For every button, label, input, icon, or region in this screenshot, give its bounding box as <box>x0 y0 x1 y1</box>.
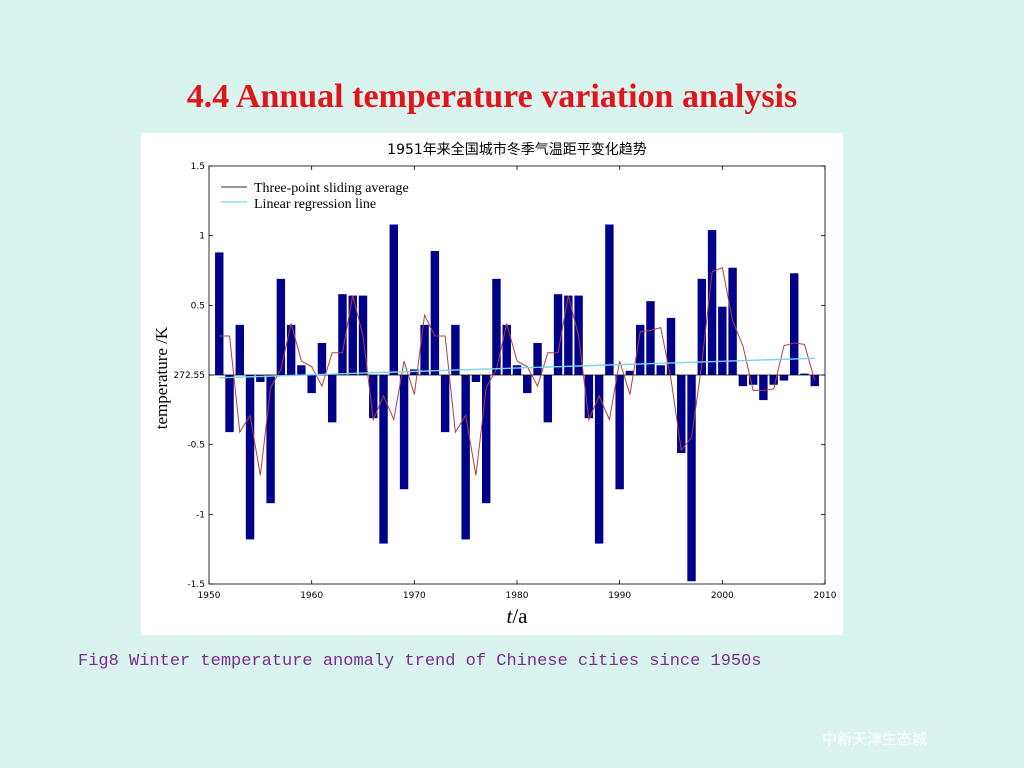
bar-1960 <box>307 375 316 394</box>
bars-layer <box>215 224 819 582</box>
bar-1982 <box>533 342 542 375</box>
x-tick-label-1970: 1970 <box>403 591 426 601</box>
bar-2005 <box>769 375 778 385</box>
x-tick-label-1960: 1960 <box>300 591 323 601</box>
bar-1999 <box>707 230 717 375</box>
figure-caption: Fig8 Winter temperature anomaly trend of… <box>78 652 762 671</box>
bar-1962 <box>327 375 337 423</box>
slide-title: 4.4 Annual temperature variation analysi… <box>186 78 798 115</box>
y-tick-label-272.55: 272.55 <box>174 371 206 381</box>
bar-1951 <box>215 252 224 375</box>
temperature-anomaly-chart: 1950 1960 1970 1980 1990 2000 2010 1.5 1 0.5 272.5… <box>152 141 837 628</box>
bar-1985 <box>564 295 573 375</box>
bar-1972 <box>430 250 440 375</box>
bar-1952 <box>225 375 234 433</box>
bar-1984 <box>553 294 563 375</box>
bar-1994 <box>656 365 665 375</box>
bar-1981 <box>523 375 532 394</box>
bar-1975 <box>461 375 470 540</box>
bar-1987 <box>584 375 594 419</box>
bar-1990 <box>615 375 624 490</box>
legend: Three-point sliding average Linear regre… <box>221 181 409 212</box>
x-tick-label-1950: 1950 <box>198 591 221 601</box>
footer-watermark: 中新天津生态城 <box>822 732 928 748</box>
chart-title: 1951年来全国城市冬季气温距平变化趋势 <box>387 141 647 158</box>
bar-2003 <box>748 375 758 385</box>
bar-1966 <box>369 375 378 419</box>
bar-1979 <box>502 324 511 375</box>
bar-2008 <box>800 373 809 375</box>
bar-1991 <box>625 370 635 375</box>
bar-1958 <box>286 324 296 375</box>
legend-label-regression: Linear regression line <box>254 197 376 212</box>
bar-1964 <box>348 295 357 375</box>
bar-1992 <box>635 324 645 375</box>
bar-1970 <box>410 369 419 375</box>
bar-1995 <box>666 317 676 375</box>
y-tick-label-1: 1 <box>199 232 205 242</box>
x-axis-label: t/a <box>507 604 529 628</box>
y-tick-label-0.5: 0.5 <box>191 301 205 311</box>
x-tick-label-2010: 2010 <box>814 591 837 601</box>
bar-1976 <box>471 375 481 382</box>
x-axis-label-variable: t <box>507 604 514 628</box>
x-tick-label-1980: 1980 <box>506 591 529 601</box>
bar-1954 <box>245 375 255 540</box>
y-tick-label-1.5: 1.5 <box>191 162 205 172</box>
ticks-layer: 1950 1960 1970 1980 1990 2000 2010 1.5 1 0.5 272.5… <box>174 162 837 601</box>
bar-1998 <box>697 278 707 375</box>
bar-1968 <box>389 224 399 375</box>
x-tick-label-2000: 2000 <box>711 591 734 601</box>
bar-2007 <box>789 273 799 375</box>
bar-1971 <box>420 324 429 375</box>
bar-2006 <box>779 375 789 381</box>
bar-1997 <box>687 375 696 582</box>
legend-label-sliding: Three-point sliding average <box>254 181 409 196</box>
sliding-average-line <box>219 267 816 476</box>
chart-figure: 1950 1960 1970 1980 1990 2000 2010 1.5 1 0.5 272.5… <box>141 133 843 635</box>
bar-1959 <box>297 365 306 375</box>
bar-1983 <box>543 375 553 423</box>
y-axis-label: temperature /K <box>152 326 171 429</box>
bar-1967 <box>379 375 388 544</box>
bar-1988 <box>594 375 604 544</box>
x-tick-label-1990: 1990 <box>608 591 631 601</box>
bar-1974 <box>451 324 460 375</box>
bar-2000 <box>718 306 727 375</box>
bar-1980 <box>512 365 522 375</box>
bar-1977 <box>481 375 491 504</box>
lines-layer <box>209 267 825 476</box>
bar-1996 <box>677 375 686 454</box>
y-tick-label--1: -1 <box>196 510 205 520</box>
bar-1961 <box>317 342 327 375</box>
bar-1957 <box>276 278 286 375</box>
bar-1963 <box>338 294 347 375</box>
bar-1989 <box>605 224 614 375</box>
bar-1955 <box>256 375 265 382</box>
y-tick-label--1.5: -1.5 <box>187 580 205 590</box>
x-axis-label-unit: /a <box>512 604 528 628</box>
bar-1953 <box>235 324 245 375</box>
regression-line <box>219 357 815 379</box>
bar-1993 <box>646 301 655 375</box>
bar-1978 <box>492 278 501 375</box>
bar-2004 <box>759 375 768 401</box>
bar-1973 <box>440 375 450 433</box>
y-tick-label--0.5: -0.5 <box>187 441 205 451</box>
bar-2002 <box>738 375 748 387</box>
bar-1969 <box>399 375 409 490</box>
bar-1956 <box>266 375 275 504</box>
